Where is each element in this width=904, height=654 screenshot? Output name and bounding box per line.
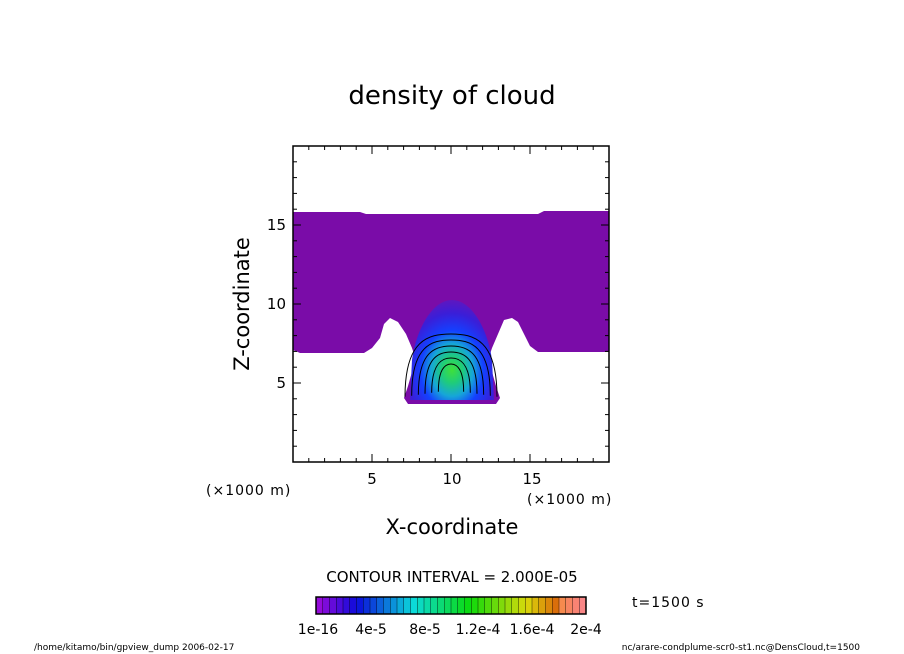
colorbar-band <box>410 597 418 614</box>
colorbar-frame <box>315 596 587 615</box>
colorbar-band <box>383 597 391 614</box>
colorbar-band <box>457 597 465 614</box>
colorbar-label-1: 4e-5 <box>355 622 386 638</box>
colorbar-band <box>464 597 472 614</box>
colorbar-band <box>525 597 533 614</box>
colorbar-band <box>572 597 580 614</box>
colorbar-band <box>343 597 351 614</box>
y-unit-label: (×1000 m) <box>206 483 291 499</box>
colorbar-band <box>376 597 384 614</box>
x-unit-label: (×1000 m) <box>527 492 612 508</box>
colorbar-label-4: 1.6e-4 <box>510 622 555 638</box>
colorbar-band <box>329 597 337 614</box>
colorbar-band <box>532 597 540 614</box>
colorbar-band <box>397 597 405 614</box>
footer-right: nc/arare-condplume-scr0-st1.nc@DensCloud… <box>622 643 860 653</box>
colorbar-band <box>322 597 330 614</box>
chart-title: density of cloud <box>348 81 555 111</box>
colorbar-band <box>579 597 587 614</box>
colorbar-band <box>336 597 344 614</box>
contour-line <box>411 339 491 396</box>
contour-lines <box>404 333 498 397</box>
colorbar-labels: 1e-16 4e-5 8e-5 1.2e-4 1.6e-4 2e-4 <box>298 622 602 638</box>
colorbar-band <box>417 597 425 614</box>
colorbar-band <box>491 597 499 614</box>
colorbar-band <box>444 597 452 614</box>
colorbar-band <box>552 597 560 614</box>
contour-interval-label: CONTOUR INTERVAL = 2.000E-05 <box>326 568 577 586</box>
colorbar-band <box>356 597 364 614</box>
colorbar-band <box>370 597 378 614</box>
colorbar-band <box>559 597 567 614</box>
colorbar-band <box>451 597 459 614</box>
contour-line <box>424 351 478 394</box>
colorbar-band <box>505 597 513 614</box>
colorbar-band <box>511 597 519 614</box>
colorbar-band <box>518 597 526 614</box>
colorbar-band <box>316 597 324 614</box>
colorbar-label-0: 1e-16 <box>298 622 338 638</box>
y-axis-title: Z-coordinate <box>230 237 254 371</box>
colorbar-band <box>437 597 445 614</box>
plume-fill <box>410 300 494 400</box>
y-tick-label-15: 15 <box>267 216 286 234</box>
contour-line <box>431 357 471 393</box>
x-tick-label-5: 5 <box>367 470 377 488</box>
x-tick-label-15: 15 <box>522 470 541 488</box>
colorbar-band <box>424 597 432 614</box>
time-label: t=1500 s <box>632 595 705 611</box>
contour-line <box>417 345 485 395</box>
x-axis-title: X-coordinate <box>386 515 519 539</box>
axis-ticks <box>292 145 610 463</box>
colorbar-band <box>403 597 411 614</box>
colorbar-band <box>349 597 357 614</box>
colorbar-band <box>430 597 438 614</box>
plot-area <box>292 145 610 463</box>
colorbar <box>315 597 587 614</box>
colorbar-label-3: 1.2e-4 <box>456 622 501 638</box>
colorbar-band <box>538 597 546 614</box>
colorbar-band <box>478 597 486 614</box>
x-tick-label-10: 10 <box>442 470 461 488</box>
colorbar-band <box>565 597 573 614</box>
colorbar-band <box>498 597 506 614</box>
colorbar-band <box>390 597 398 614</box>
y-tick-label-5: 5 <box>276 374 286 392</box>
contour-line <box>437 363 465 392</box>
colorbar-band <box>484 597 492 614</box>
footer-left: /home/kitamo/bin/gpview_dump 2006-02-17 <box>34 643 234 653</box>
colorbar-label-2: 8e-5 <box>409 622 440 638</box>
contour-line <box>404 333 498 397</box>
y-tick-label-10: 10 <box>267 295 286 313</box>
colorbar-band <box>363 597 371 614</box>
colorbar-label-5: 2e-4 <box>570 622 602 638</box>
colorbar-band <box>545 597 553 614</box>
colorbar-band <box>471 597 479 614</box>
